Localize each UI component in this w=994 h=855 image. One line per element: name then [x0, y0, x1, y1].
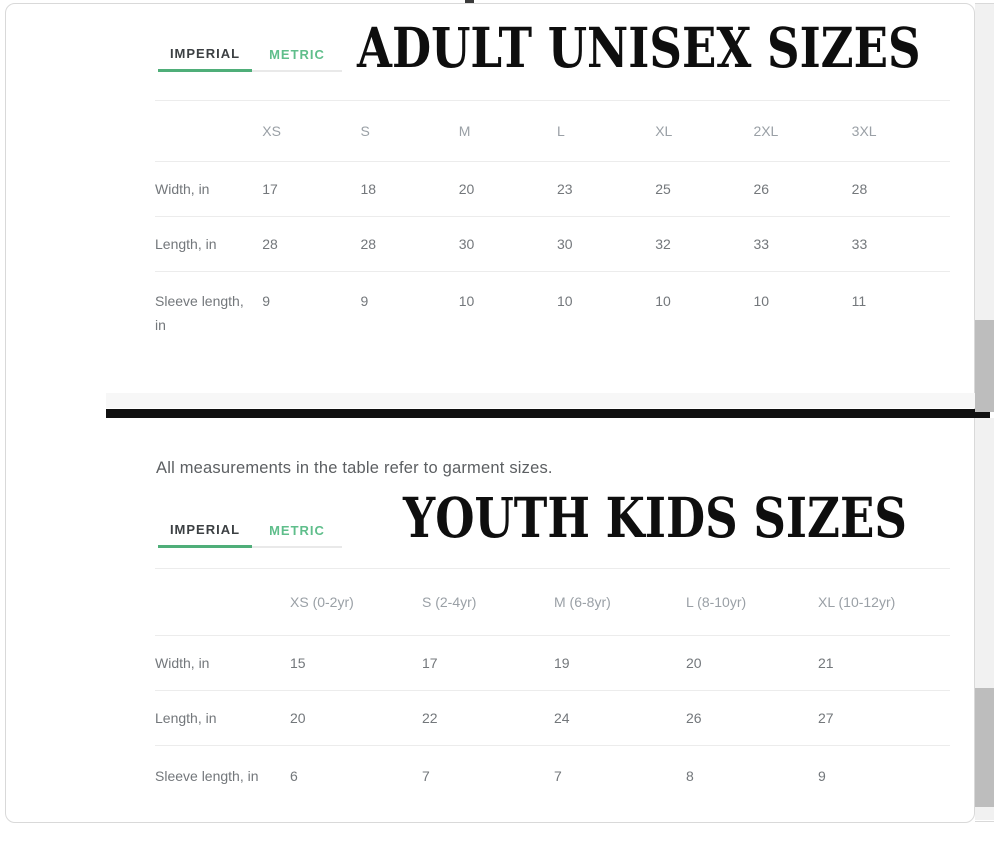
- card-top-border-extension: [975, 3, 994, 4]
- adult-col-l: L: [556, 100, 656, 162]
- youth-row-width: Width, in 15 17 19 20 21: [155, 636, 950, 691]
- cell-value: 28: [360, 216, 459, 272]
- cell-value: 25: [655, 181, 671, 197]
- adult-col-xs: XS: [262, 100, 361, 162]
- cell-value: 33: [753, 216, 852, 272]
- cell-value: 22: [422, 690, 554, 746]
- adult-header-empty: [155, 100, 263, 162]
- tab-metric-youth[interactable]: METRIC: [252, 514, 342, 548]
- cell-value: 23: [556, 181, 573, 197]
- cell-value: 7: [554, 745, 686, 806]
- cell-value: 26: [686, 690, 818, 746]
- youth-row-sleeve: Sleeve length, in 6 7 7 8 9: [155, 745, 950, 806]
- adult-unit-tabs: IMPERIAL METRIC: [158, 38, 342, 72]
- cell-value: 27: [818, 690, 950, 746]
- adult-col-2xl: 2XL: [753, 100, 852, 162]
- youth-col-xl: XL (10-12yr): [818, 568, 950, 636]
- cell-value: 10: [655, 271, 754, 362]
- cell-value: 30: [458, 216, 557, 272]
- youth-unit-tabs: IMPERIAL METRIC: [158, 514, 342, 548]
- row-label: Length, in: [155, 216, 263, 272]
- cell-value: 19: [554, 655, 570, 671]
- cell-value: 9: [360, 271, 459, 362]
- cell-value: 21: [818, 655, 834, 671]
- cell-value: 26: [753, 181, 770, 197]
- cell-value: 11: [851, 271, 950, 362]
- tab-metric-adult[interactable]: METRIC: [252, 38, 342, 72]
- cell-value: 33: [851, 216, 950, 272]
- cell-value: 28: [262, 216, 361, 272]
- cell-value: 32: [655, 216, 754, 272]
- cell-value: 30: [556, 216, 656, 272]
- cell-value: 17: [262, 181, 278, 197]
- cell-value: 20: [290, 690, 422, 746]
- cell-value: 6: [290, 745, 422, 806]
- measurement-note: All measurements in the table refer to g…: [156, 459, 553, 477]
- cell-value: 20: [686, 655, 702, 671]
- adult-col-s: S: [360, 100, 459, 162]
- cropped-text-remnant: [465, 0, 474, 3]
- cell-value: 10: [753, 271, 852, 362]
- row-label: Sleeve length, in: [155, 745, 290, 806]
- cell-value: 10: [556, 271, 656, 362]
- youth-row-length: Length, in 20 22 24 26 27: [155, 690, 950, 746]
- adult-header-row: XS S M L XL 2XL 3XL: [155, 100, 950, 162]
- scrollbar-track-bottom[interactable]: [975, 418, 994, 820]
- cell-value: 9: [262, 271, 361, 362]
- row-label: Width, in: [155, 181, 210, 197]
- cell-value: 18: [360, 181, 377, 197]
- adult-row-length: Length, in 28 28 30 30 32 33 33: [155, 216, 950, 272]
- cell-value: 15: [290, 655, 306, 671]
- cell-value: 8: [686, 745, 818, 806]
- youth-col-s: S (2-4yr): [422, 568, 554, 636]
- adult-sizes-title: ADULT UNISEX SIZES: [357, 15, 921, 80]
- adult-col-xl: XL: [655, 100, 754, 162]
- youth-col-l: L (8-10yr): [686, 568, 818, 636]
- row-label: Length, in: [155, 690, 290, 746]
- tab-imperial-youth[interactable]: IMPERIAL: [158, 514, 252, 548]
- adult-size-table: XS S M L XL 2XL 3XL Width, in 17 18 20 2…: [155, 100, 950, 362]
- section-gap-strip: [106, 393, 975, 408]
- adult-col-m: M: [458, 100, 557, 162]
- scrollbar-thumb-top[interactable]: [975, 320, 994, 412]
- cell-value: 9: [818, 745, 950, 806]
- youth-col-xs: XS (0-2yr): [290, 568, 422, 636]
- cell-value: 28: [851, 181, 868, 197]
- black-divider-bar: [106, 409, 990, 418]
- scrollbar-track-top[interactable]: [975, 4, 994, 412]
- youth-size-table: XS (0-2yr) S (2-4yr) M (6-8yr) L (8-10yr…: [155, 568, 950, 806]
- row-label: Sleeve length, in: [155, 271, 263, 362]
- tab-imperial-adult[interactable]: IMPERIAL: [158, 38, 252, 72]
- scrollbar-thumb-bottom[interactable]: [975, 688, 994, 807]
- adult-row-sleeve: Sleeve length, in 9 9 10 10 10 10 11: [155, 271, 950, 362]
- cell-value: 7: [422, 745, 554, 806]
- adult-row-width: Width, in 17 18 20 23 25 26 28: [155, 162, 950, 217]
- youth-sizes-title: YOUTH KIDS SIZES: [403, 485, 907, 550]
- youth-header-row: XS (0-2yr) S (2-4yr) M (6-8yr) L (8-10yr…: [155, 568, 950, 636]
- cell-value: 20: [458, 181, 475, 197]
- row-label: Width, in: [155, 655, 210, 671]
- adult-col-3xl: 3XL: [851, 100, 950, 162]
- cell-value: 17: [422, 655, 438, 671]
- cell-value: 10: [458, 271, 557, 362]
- card-bottom-border-extension: [975, 821, 994, 822]
- cell-value: 24: [554, 690, 686, 746]
- youth-col-m: M (6-8yr): [554, 568, 686, 636]
- youth-header-empty: [155, 568, 290, 636]
